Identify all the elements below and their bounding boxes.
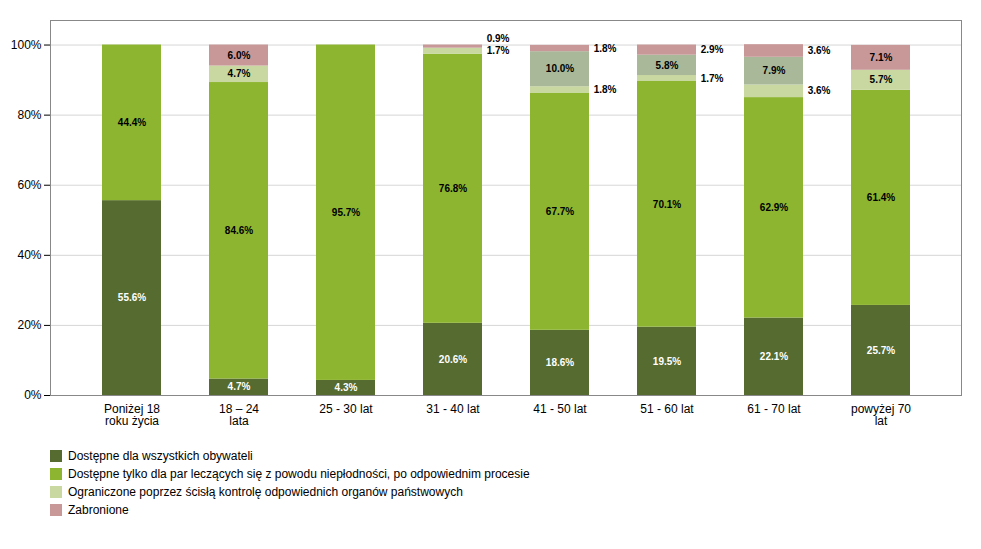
svg-text:4.7%: 4.7% [228, 68, 251, 79]
svg-text:5.8%: 5.8% [656, 60, 679, 71]
svg-text:80%: 80% [17, 108, 41, 122]
svg-text:60%: 60% [17, 178, 41, 192]
svg-text:3.6%: 3.6% [808, 85, 831, 96]
svg-text:6.0%: 6.0% [228, 50, 251, 61]
svg-text:44.4%: 44.4% [118, 117, 146, 128]
svg-text:70.1%: 70.1% [653, 199, 681, 210]
svg-text:25.7%: 25.7% [867, 345, 895, 356]
html-text:Zabronione: Zabronione [68, 503, 129, 517]
svg-text:10.0%: 10.0% [546, 63, 574, 74]
svg-text:55.6%: 55.6% [118, 292, 146, 303]
svg-text:19.5%: 19.5% [653, 356, 681, 367]
svg-text:4.7%: 4.7% [228, 381, 251, 392]
svg-text:20%: 20% [17, 318, 41, 332]
html-text:Dostępne tylko dla par leczący: Dostępne tylko dla par leczących się z p… [68, 467, 530, 481]
svg-text:0.9%: 0.9% [487, 33, 510, 44]
svg-text:31 - 40 lat: 31 - 40 lat [426, 402, 480, 416]
svg-text:7.1%: 7.1% [870, 52, 893, 63]
svg-text:5.7%: 5.7% [870, 74, 893, 85]
html-text:Dostępne dla wszystkich obywat: Dostępne dla wszystkich obywateli [68, 449, 253, 463]
svg-text:0%: 0% [24, 388, 42, 402]
svg-text:25 - 30 lat: 25 - 30 lat [319, 402, 373, 416]
svg-text:18 – 24lata: 18 – 24lata [219, 402, 259, 428]
svg-text:Poniżej 18roku życia: Poniżej 18roku życia [104, 402, 160, 428]
svg-text:95.7%: 95.7% [332, 207, 360, 218]
html-text:Ograniczone poprzez ścisłą kon: Ograniczone poprzez ścisłą kontrolę odpo… [68, 485, 463, 499]
svg-text:61.4%: 61.4% [867, 192, 895, 203]
svg-text:4.3%: 4.3% [335, 382, 358, 393]
svg-text:62.9%: 62.9% [760, 202, 788, 213]
svg-text:40%: 40% [17, 248, 41, 262]
svg-text:76.8%: 76.8% [439, 183, 467, 194]
svg-text:20.6%: 20.6% [439, 354, 467, 365]
svg-text:41 - 50 lat: 41 - 50 lat [533, 402, 587, 416]
svg-text:1.8%: 1.8% [594, 84, 617, 95]
svg-text:18.6%: 18.6% [546, 357, 574, 368]
svg-text:powyżej 70lat: powyżej 70lat [851, 402, 911, 428]
svg-text:7.9%: 7.9% [763, 65, 786, 76]
svg-text:84.6%: 84.6% [225, 225, 253, 236]
svg-text:22.1%: 22.1% [760, 351, 788, 362]
svg-text:2.9%: 2.9% [701, 44, 724, 55]
svg-text:100%: 100% [11, 38, 42, 52]
svg-text:51 - 60 lat: 51 - 60 lat [640, 402, 694, 416]
svg-text:61 - 70 lat: 61 - 70 lat [747, 402, 801, 416]
svg-text:1.7%: 1.7% [487, 45, 510, 56]
svg-text:1.8%: 1.8% [594, 43, 617, 54]
svg-text:1.7%: 1.7% [701, 73, 724, 84]
svg-text:67.7%: 67.7% [546, 206, 574, 217]
svg-text:3.6%: 3.6% [808, 45, 831, 56]
